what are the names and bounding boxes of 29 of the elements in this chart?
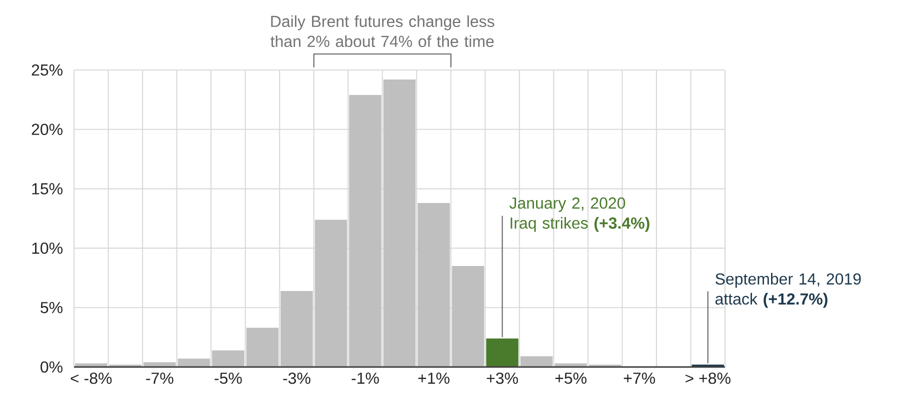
text: Daily Brent futures change less than 2% about 74% of the time <box>270 15 494 48</box>
x-tick-label: -7% <box>146 372 174 384</box>
annotation: January 2, 2020 Iraq strikes (+3.4%) <box>509 197 650 232</box>
y-tick-label: 10% <box>32 242 62 254</box>
bar <box>212 350 244 367</box>
bar <box>280 290 313 367</box>
bar <box>178 358 210 367</box>
bar <box>314 220 348 367</box>
y-tick-label: 25% <box>32 64 62 76</box>
x-tick-label: -1% <box>352 372 379 384</box>
bar <box>349 94 382 367</box>
x-tick-label: +1% <box>418 372 450 384</box>
x-tick-label: +3% <box>486 372 518 384</box>
bar <box>418 203 450 367</box>
x-tick-label: > +8% <box>686 372 730 384</box>
x-tick-label: +5% <box>555 372 586 384</box>
bar <box>246 328 279 367</box>
x-tick-label: +7% <box>624 372 656 384</box>
bar <box>383 80 416 367</box>
y-tick-label: 0% <box>40 361 62 373</box>
bar <box>452 266 484 367</box>
x-tick-label: -5% <box>214 372 242 384</box>
bar <box>486 338 518 367</box>
y-tick-label: 15% <box>32 183 62 194</box>
y-tick-label: 5% <box>40 302 62 314</box>
annotation: September 14, 2019 attack (+12.7%) <box>715 272 861 308</box>
x-tick-label: -3% <box>283 372 310 384</box>
x-tick-label: < -8% <box>70 372 112 384</box>
y-tick-label: 20% <box>32 124 62 136</box>
